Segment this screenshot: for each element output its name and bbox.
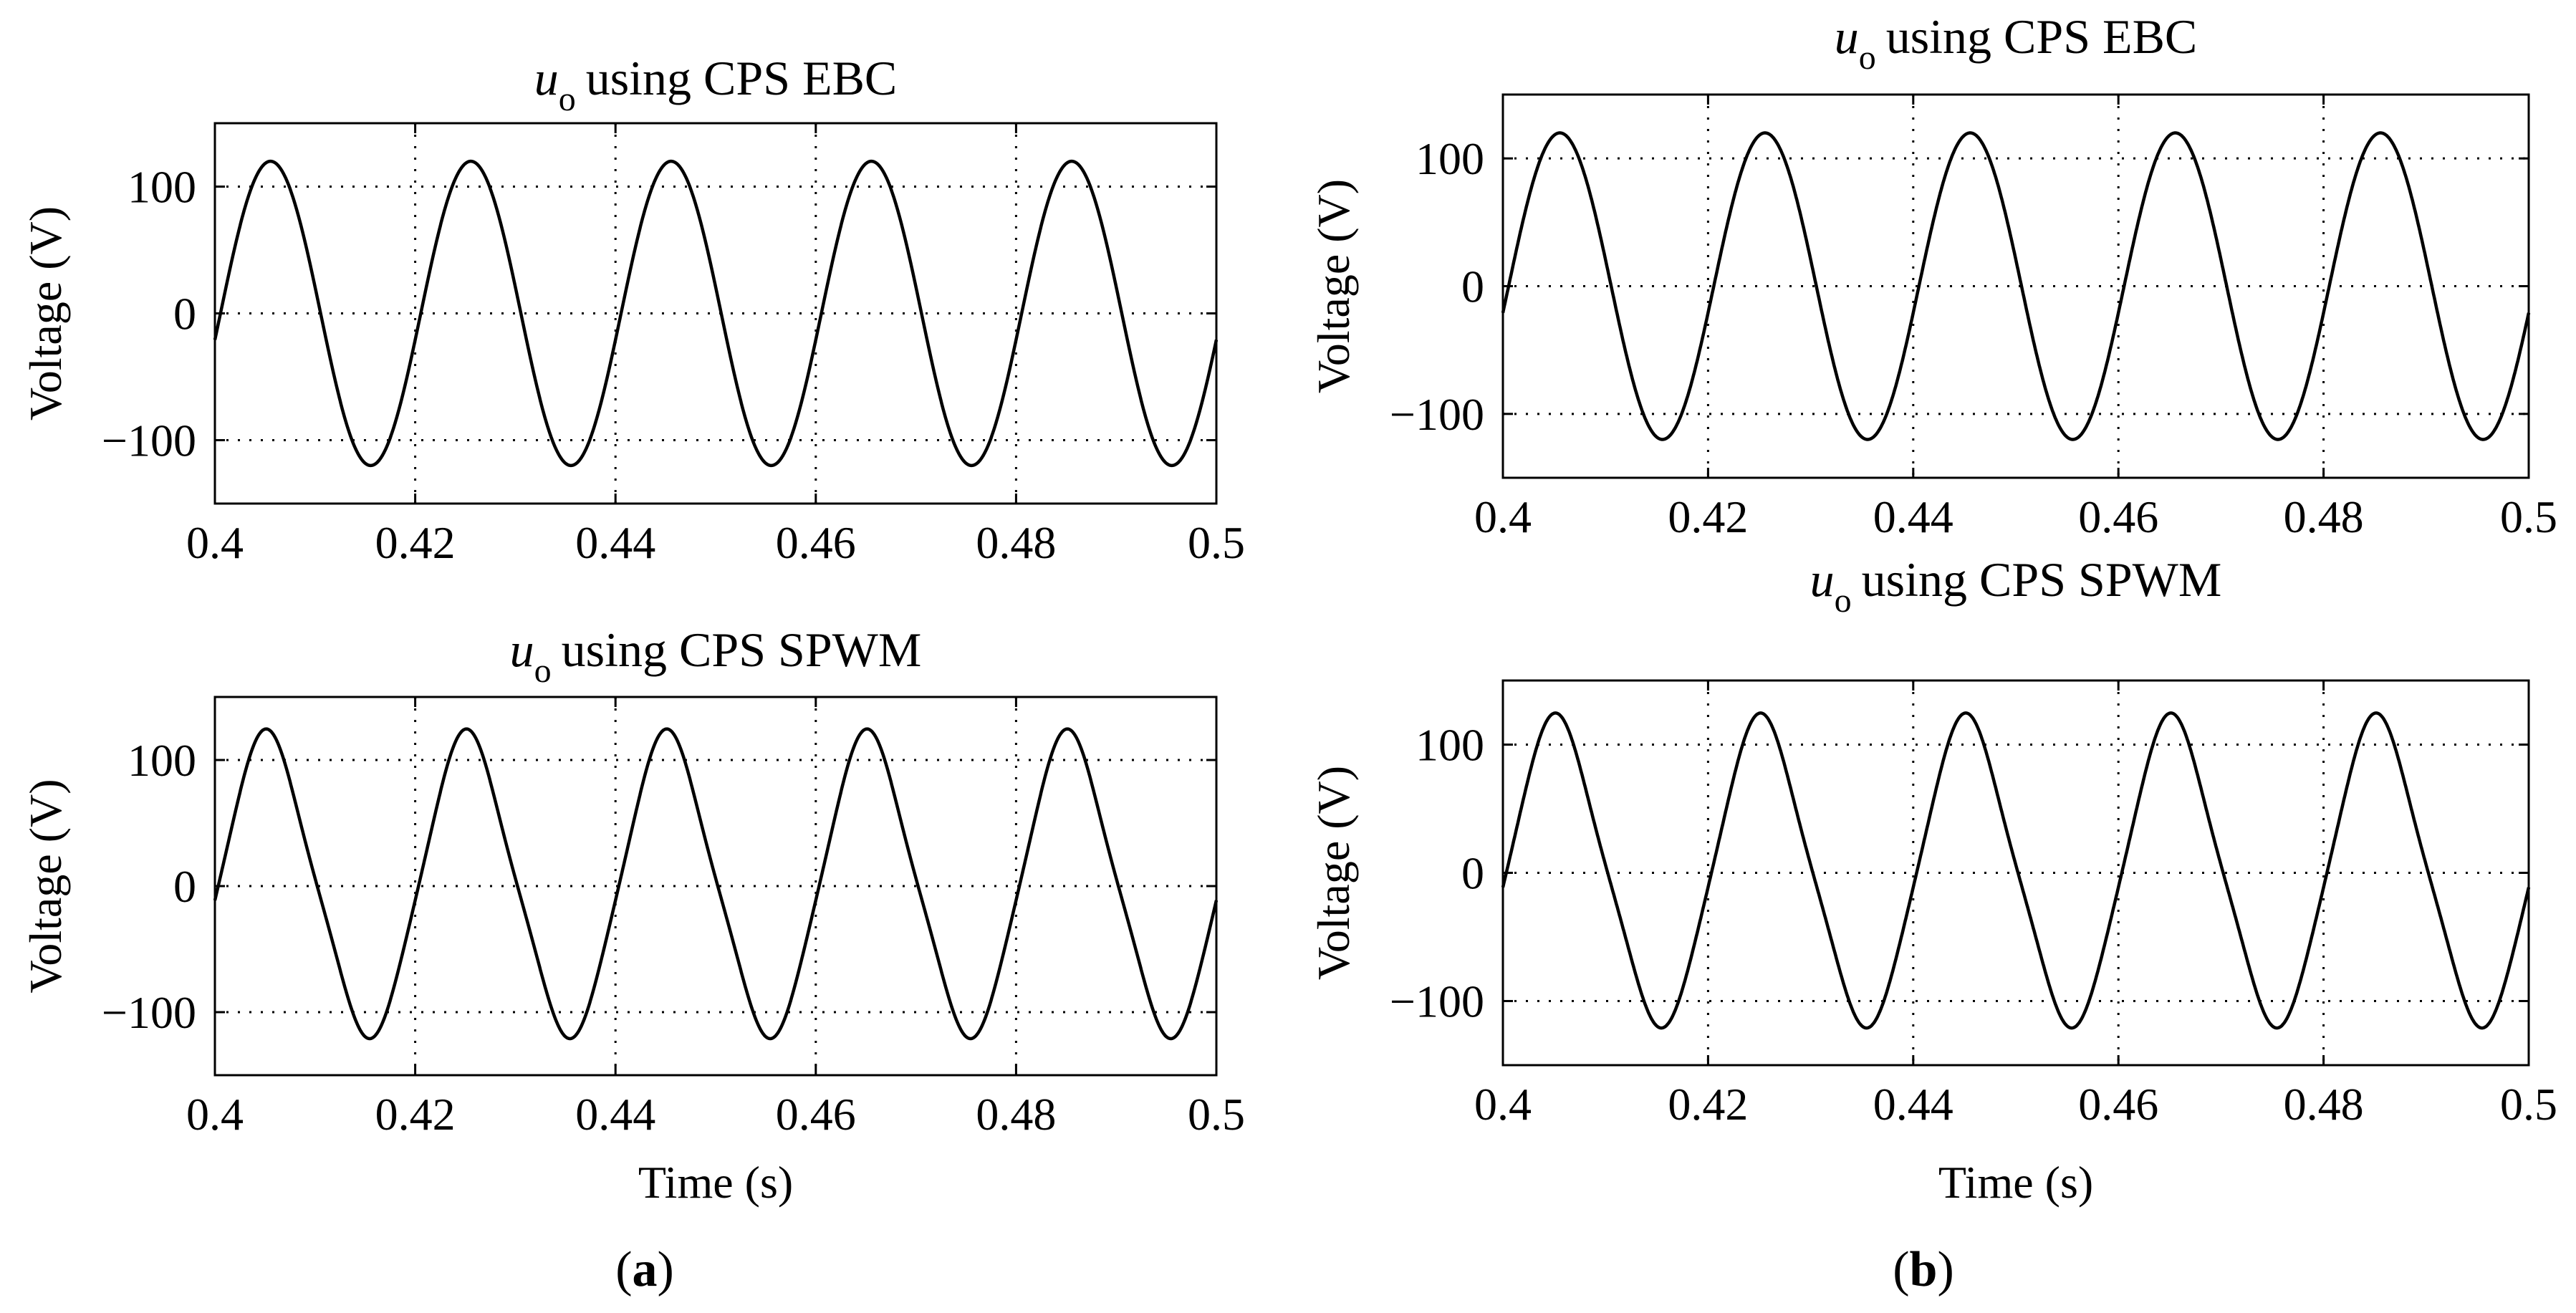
- x-tick-label: 0.5: [1188, 1089, 1245, 1140]
- title-subscript: o: [534, 652, 552, 690]
- title-text: using CPS EBC: [1886, 9, 2198, 64]
- title-text: using CPS SPWM: [1862, 552, 2222, 607]
- chart-b-bottom: 0.4 0.42 0.44 0.46 0.48 0.5 100 0 −100 Voltage (V…: [1308, 552, 2557, 1208]
- title-symbol: u: [1810, 552, 1835, 607]
- x-tick-label: 0.5: [2500, 491, 2557, 542]
- panel-label-a: (a): [615, 1242, 674, 1297]
- x-tick-label: 0.42: [375, 1089, 456, 1140]
- x-tick-label: 0.48: [976, 517, 1056, 568]
- y-tick-label: −100: [1390, 389, 1484, 440]
- x-tick-label: 0.5: [2500, 1079, 2557, 1130]
- x-tick-label: 0.42: [1668, 491, 1748, 542]
- x-tick-label: 0.46: [2078, 1079, 2158, 1130]
- title-symbol: u: [510, 622, 534, 677]
- x-tick-label: 0.44: [1873, 1079, 1953, 1130]
- x-tick-label: 0.44: [1873, 491, 1953, 542]
- y-tick-label: −100: [1390, 976, 1484, 1027]
- x-tick-label: 0.42: [375, 517, 456, 568]
- x-tick-label: 0.4: [186, 517, 244, 568]
- y-tick-label: 0: [173, 289, 196, 340]
- chart-title: uo using CPS SPWM: [1810, 552, 2222, 620]
- x-axis-label: Time (s): [1938, 1157, 2093, 1208]
- title-symbol: u: [534, 51, 559, 105]
- series-line-u_o: [1501, 131, 2531, 441]
- x-tick-label: 0.4: [186, 1089, 244, 1140]
- x-tick-label: 0.46: [2078, 491, 2158, 542]
- y-axis-label: Voltage (V): [20, 206, 71, 420]
- title-subscript: o: [1835, 582, 1852, 620]
- x-tick-label: 0.44: [575, 517, 655, 568]
- chart-b-top: 0.4 0.42 0.44 0.46 0.48 0.5 100 0 −100 Voltage (V…: [1308, 9, 2557, 542]
- y-tick-label: 0: [1461, 261, 1484, 312]
- panel-label-b-letter: b: [1910, 1242, 1938, 1297]
- y-tick-label: −100: [102, 987, 196, 1038]
- chart-a-bottom: 0.4 0.42 0.44 0.46 0.48 0.5 100 0 −100 Voltage (V…: [20, 622, 1245, 1208]
- y-tick-label: 100: [1416, 133, 1484, 184]
- chart-a-top: 0.4 0.42 0.44 0.46 0.48 0.5 100 0 −100 Voltage (V…: [20, 51, 1245, 568]
- series-line-u_o: [213, 727, 1219, 1041]
- chart-title: uo using CPS EBC: [534, 51, 898, 118]
- x-tick-label: 0.46: [776, 517, 856, 568]
- y-axis-label: Voltage (V): [1308, 766, 1359, 980]
- x-tick-label: 0.48: [2284, 491, 2364, 542]
- y-tick-label: 0: [173, 861, 196, 912]
- y-axis-label: Voltage (V): [20, 779, 71, 993]
- y-tick-label: 100: [1416, 720, 1484, 771]
- panel-label-a-letter: a: [633, 1242, 658, 1297]
- x-axis-label: Time (s): [638, 1157, 793, 1208]
- y-axis-label: Voltage (V): [1308, 179, 1359, 393]
- title-subscript: o: [1859, 39, 1876, 77]
- title-text: using CPS EBC: [586, 51, 898, 105]
- x-tick-label: 0.46: [776, 1089, 856, 1140]
- chart-title: uo using CPS SPWM: [510, 622, 922, 690]
- panel-label-b: (b): [1893, 1242, 1954, 1297]
- x-tick-label: 0.48: [976, 1089, 1056, 1140]
- panels: 0.4 0.42 0.44 0.46 0.48 0.5 100 0 −100 Voltage (V…: [20, 9, 2557, 1208]
- title-text: using CPS SPWM: [562, 622, 922, 677]
- x-tick-label: 0.4: [1474, 491, 1532, 542]
- y-tick-label: 100: [128, 162, 196, 213]
- x-tick-label: 0.42: [1668, 1079, 1748, 1130]
- x-tick-label: 0.48: [2284, 1079, 2364, 1130]
- chart-title: uo using CPS EBC: [1835, 9, 2198, 77]
- title-symbol: u: [1835, 9, 1859, 64]
- series-line-u_o: [213, 159, 1219, 468]
- x-tick-label: 0.5: [1188, 517, 1245, 568]
- y-tick-label: 0: [1461, 848, 1484, 899]
- x-tick-label: 0.44: [575, 1089, 655, 1140]
- title-subscript: o: [559, 80, 576, 118]
- series-line-u_o: [1501, 711, 2531, 1030]
- y-tick-label: 100: [128, 735, 196, 786]
- x-tick-label: 0.4: [1474, 1079, 1532, 1130]
- y-tick-label: −100: [102, 415, 196, 466]
